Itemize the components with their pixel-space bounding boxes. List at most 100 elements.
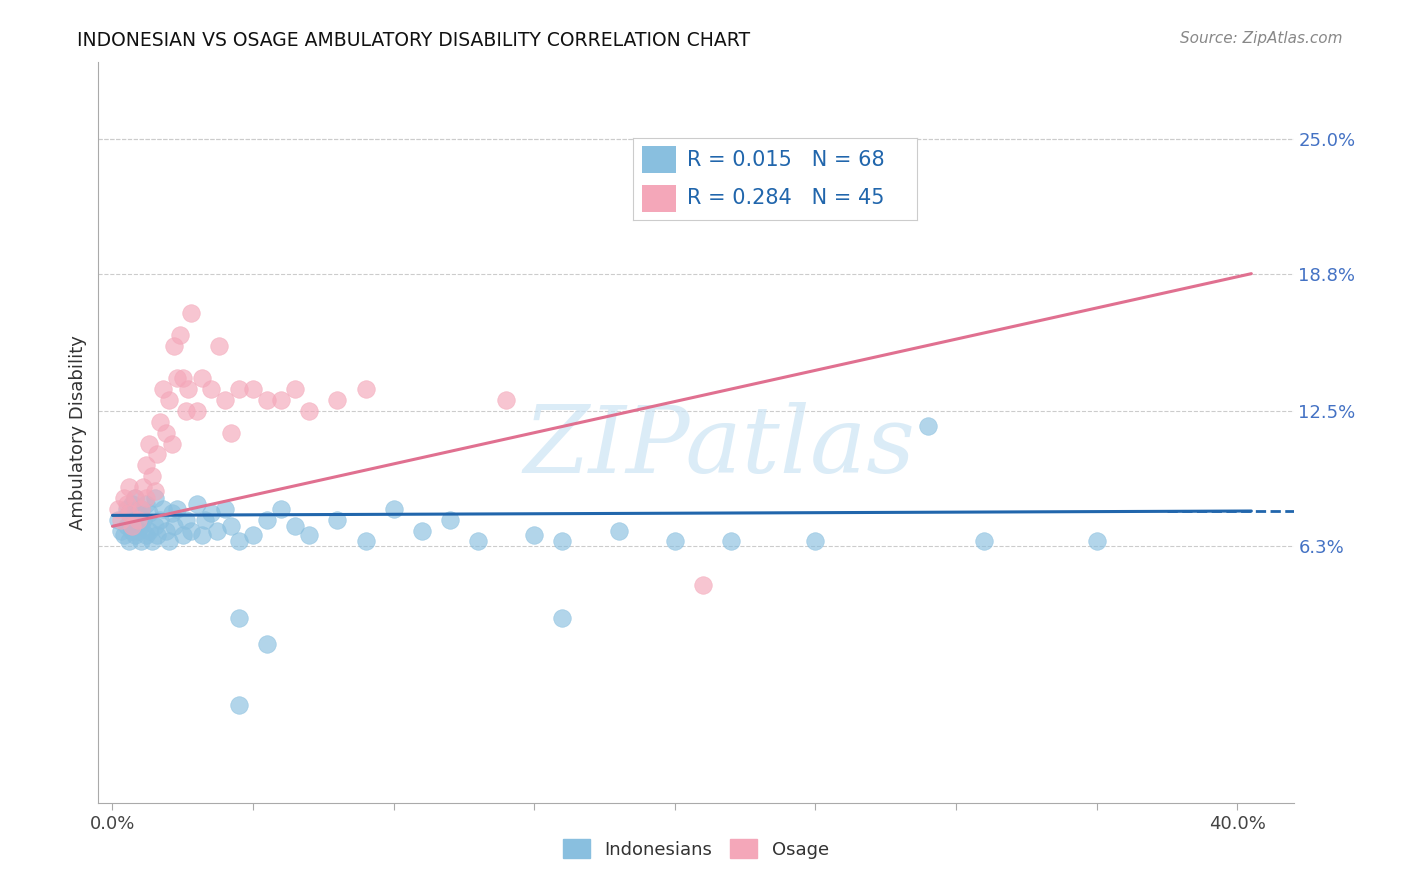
Point <box>523 528 546 542</box>
Point <box>551 534 574 549</box>
Point <box>155 524 177 538</box>
Point <box>284 519 307 533</box>
Point <box>112 491 135 505</box>
Point <box>177 382 200 396</box>
Point <box>121 519 143 533</box>
Point <box>382 501 405 516</box>
Point <box>180 306 202 320</box>
Point <box>256 513 278 527</box>
Point <box>127 513 149 527</box>
Point <box>138 524 160 538</box>
Point <box>411 524 433 538</box>
Point <box>135 458 157 473</box>
Point <box>242 382 264 396</box>
Point <box>186 498 208 512</box>
Point <box>138 436 160 450</box>
Point <box>138 506 160 520</box>
Point <box>256 637 278 651</box>
Point <box>804 534 827 549</box>
Point <box>143 491 166 505</box>
Point <box>157 392 180 407</box>
Point <box>118 534 141 549</box>
Point <box>155 425 177 440</box>
Point <box>326 392 349 407</box>
Point <box>172 528 194 542</box>
Point <box>110 524 132 538</box>
Y-axis label: Ambulatory Disability: Ambulatory Disability <box>69 335 87 530</box>
Point <box>141 534 163 549</box>
Point <box>973 534 995 549</box>
Point <box>129 501 152 516</box>
Point <box>143 519 166 533</box>
Point <box>118 506 141 520</box>
Point <box>174 513 197 527</box>
Point <box>354 534 377 549</box>
Point <box>607 524 630 538</box>
Text: INDONESIAN VS OSAGE AMBULATORY DISABILITY CORRELATION CHART: INDONESIAN VS OSAGE AMBULATORY DISABILIT… <box>77 31 751 50</box>
Point <box>118 480 141 494</box>
Legend: Indonesians, Osage: Indonesians, Osage <box>554 830 838 868</box>
Point <box>152 382 174 396</box>
Point <box>121 498 143 512</box>
Point <box>124 491 146 505</box>
Point <box>270 501 292 516</box>
Point <box>163 338 186 352</box>
Point <box>127 506 149 520</box>
Point <box>180 524 202 538</box>
Point <box>214 501 236 516</box>
Point <box>124 513 146 527</box>
Point <box>107 513 129 527</box>
Point <box>172 371 194 385</box>
Point <box>115 501 138 516</box>
Bar <box>643 185 676 212</box>
Point <box>214 392 236 407</box>
Point <box>129 501 152 516</box>
Text: R = 0.284   N = 45: R = 0.284 N = 45 <box>688 188 884 208</box>
Point <box>146 447 169 461</box>
Point <box>219 519 242 533</box>
Point <box>186 404 208 418</box>
Point <box>129 534 152 549</box>
Point <box>298 404 321 418</box>
Point <box>495 392 517 407</box>
Point <box>107 501 129 516</box>
Point <box>200 382 222 396</box>
Point <box>124 528 146 542</box>
Point <box>917 419 939 434</box>
Point <box>242 528 264 542</box>
Point <box>326 513 349 527</box>
Point <box>160 436 183 450</box>
Point <box>149 415 172 429</box>
Point <box>354 382 377 396</box>
Point <box>439 513 461 527</box>
Point <box>205 524 228 538</box>
Point <box>219 425 242 440</box>
Point <box>174 404 197 418</box>
Point <box>121 524 143 538</box>
Point <box>146 528 169 542</box>
Point <box>720 534 742 549</box>
Point <box>110 513 132 527</box>
Point <box>143 484 166 499</box>
Point <box>149 513 172 527</box>
Point <box>191 371 214 385</box>
Point <box>135 491 157 505</box>
Text: ZIPatlas: ZIPatlas <box>524 402 915 492</box>
Point <box>284 382 307 396</box>
Point <box>135 528 157 542</box>
Point <box>157 534 180 549</box>
Point <box>129 519 152 533</box>
Point <box>270 392 292 407</box>
Point <box>124 491 146 505</box>
Point <box>551 610 574 624</box>
Text: R = 0.015   N = 68: R = 0.015 N = 68 <box>688 150 884 170</box>
Point <box>132 513 155 527</box>
Point <box>298 528 321 542</box>
Point <box>228 610 250 624</box>
Point <box>1085 534 1108 549</box>
Point <box>692 578 714 592</box>
Point <box>115 519 138 533</box>
Point <box>228 382 250 396</box>
Text: Source: ZipAtlas.com: Source: ZipAtlas.com <box>1180 31 1343 46</box>
Point <box>228 698 250 712</box>
